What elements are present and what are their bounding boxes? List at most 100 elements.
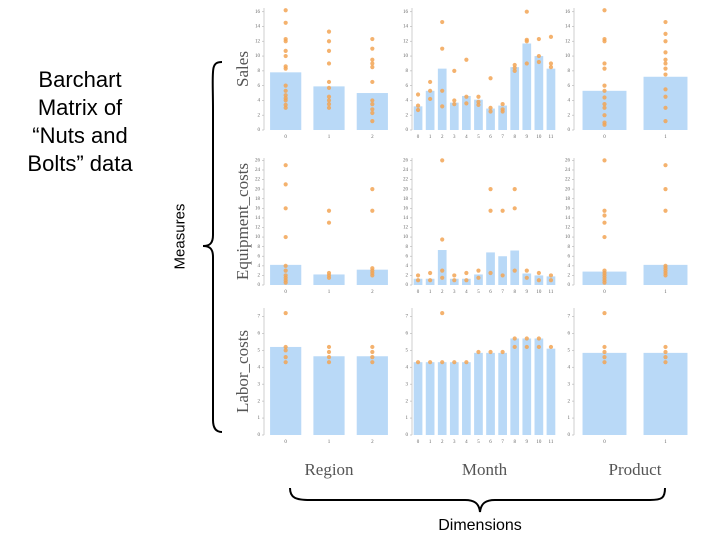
data-point bbox=[326, 355, 332, 360]
y-tick-label: 4 bbox=[568, 99, 571, 104]
x-tick-label: 8 bbox=[513, 290, 516, 295]
data-point bbox=[602, 83, 607, 88]
y-tick-label: 0 bbox=[258, 433, 261, 438]
y-tick-label: 6 bbox=[258, 332, 261, 337]
data-point bbox=[428, 96, 433, 102]
data-point bbox=[500, 102, 505, 107]
bar bbox=[425, 90, 435, 130]
y-tick-label: 10 bbox=[565, 54, 571, 59]
data-point bbox=[663, 355, 668, 360]
data-point bbox=[512, 68, 517, 73]
dimensions-label: Dimensions bbox=[438, 517, 522, 534]
x-tick-label: 1 bbox=[328, 290, 331, 295]
data-point bbox=[452, 68, 457, 73]
data-point bbox=[548, 273, 554, 278]
x-tick-label: 1 bbox=[429, 290, 432, 295]
data-point bbox=[283, 263, 288, 268]
x-tick-label: 2 bbox=[371, 440, 374, 445]
data-point bbox=[283, 66, 288, 71]
y-tick-label: 5 bbox=[258, 348, 261, 353]
y-tick-label: 2 bbox=[568, 274, 571, 279]
data-point bbox=[370, 110, 375, 116]
data-point bbox=[663, 61, 668, 66]
data-point bbox=[440, 310, 445, 316]
data-point bbox=[370, 208, 375, 213]
data-point bbox=[663, 344, 668, 350]
y-tick-label: 2 bbox=[568, 399, 571, 404]
x-tick-label: 9 bbox=[526, 290, 529, 295]
data-point bbox=[283, 310, 288, 316]
data-point bbox=[415, 92, 421, 97]
data-point bbox=[524, 336, 529, 341]
bar bbox=[474, 352, 483, 435]
data-point bbox=[488, 109, 493, 114]
data-point bbox=[663, 57, 668, 62]
data-point bbox=[370, 57, 375, 62]
bar bbox=[534, 338, 544, 435]
bar bbox=[498, 105, 507, 130]
row-label: Equipment_costs bbox=[233, 163, 252, 280]
x-tick-label: 0 bbox=[417, 440, 420, 445]
y-tick-label: 1 bbox=[258, 416, 261, 421]
data-point bbox=[370, 107, 375, 112]
data-point bbox=[326, 208, 332, 213]
data-point bbox=[326, 360, 332, 365]
y-tick-label: 6 bbox=[258, 254, 261, 259]
data-point bbox=[326, 29, 332, 34]
data-point bbox=[415, 360, 421, 365]
x-tick-label: 3 bbox=[453, 440, 456, 445]
data-point bbox=[488, 270, 493, 276]
data-point bbox=[326, 349, 332, 355]
y-tick-label: 16 bbox=[565, 206, 571, 211]
y-tick-label: 2 bbox=[406, 113, 409, 118]
y-tick-label: 20 bbox=[565, 187, 571, 192]
data-point bbox=[283, 39, 288, 44]
x-tick-label: 0 bbox=[417, 290, 420, 295]
y-tick-label: 0 bbox=[568, 283, 571, 288]
data-point bbox=[512, 62, 517, 68]
y-tick-label: 16 bbox=[255, 10, 261, 15]
y-tick-label: 6 bbox=[406, 254, 409, 259]
data-point bbox=[440, 360, 445, 365]
data-point bbox=[283, 83, 288, 88]
x-tick-label: 2 bbox=[441, 135, 444, 140]
x-tick-label: 0 bbox=[603, 290, 606, 295]
data-point bbox=[326, 61, 332, 66]
data-point bbox=[488, 187, 493, 192]
bar bbox=[510, 67, 520, 130]
x-tick-label: 6 bbox=[489, 440, 492, 445]
data-point bbox=[283, 93, 288, 98]
bar bbox=[425, 362, 435, 435]
data-point bbox=[283, 53, 288, 59]
data-point bbox=[536, 270, 541, 276]
data-point bbox=[512, 206, 517, 211]
data-point bbox=[663, 187, 668, 192]
bar bbox=[449, 362, 459, 435]
y-tick-label: 14 bbox=[565, 25, 571, 30]
data-point bbox=[663, 94, 668, 99]
y-tick-label: 4 bbox=[568, 365, 571, 370]
data-point bbox=[283, 348, 288, 353]
bar bbox=[534, 56, 544, 130]
y-tick-label: 14 bbox=[403, 216, 409, 221]
data-point bbox=[488, 208, 493, 213]
y-tick-label: 18 bbox=[565, 197, 571, 202]
data-point bbox=[602, 95, 607, 100]
data-point bbox=[663, 66, 668, 71]
data-point bbox=[602, 39, 607, 44]
y-tick-label: 8 bbox=[568, 245, 571, 250]
x-tick-label: 0 bbox=[284, 135, 287, 140]
y-tick-label: 0 bbox=[568, 433, 571, 438]
column-label: Region bbox=[304, 460, 354, 479]
data-point bbox=[283, 8, 288, 13]
data-point bbox=[500, 349, 505, 355]
data-point bbox=[524, 275, 529, 280]
y-tick-label: 0 bbox=[568, 128, 571, 133]
data-point bbox=[428, 270, 433, 276]
x-tick-label: 11 bbox=[549, 135, 554, 140]
y-tick-label: 26 bbox=[565, 159, 571, 164]
y-tick-label: 22 bbox=[565, 178, 571, 183]
data-point bbox=[536, 36, 541, 42]
y-tick-label: 4 bbox=[568, 264, 571, 269]
data-point bbox=[415, 107, 421, 113]
